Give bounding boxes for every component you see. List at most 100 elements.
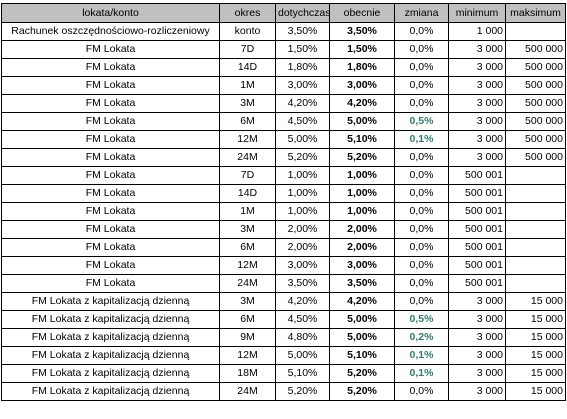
minimum-cell: 500 001: [448, 274, 506, 293]
period-cell: 3M: [219, 220, 276, 239]
account-name-cell: FM Lokata: [1, 238, 220, 257]
period-cell: 14D: [219, 184, 276, 203]
header-row: lokata/konto okres dotychczas obecnie zm…: [1, 3, 566, 23]
period-cell: 24M: [219, 382, 276, 401]
table-row: FM Lokata 14D 1,00% 1,00% 0,0% 500 001: [1, 184, 566, 203]
period-cell: 18M: [219, 364, 276, 383]
previous-rate-cell: 5,10%: [275, 364, 330, 383]
change-cell: 0,0%: [394, 274, 449, 293]
change-cell: 0,0%: [394, 382, 449, 401]
header-minimum: minimum: [448, 3, 506, 23]
maximum-cell: [505, 256, 566, 275]
account-name-cell: FM Lokata z kapitalizacją dzienną: [1, 310, 220, 329]
account-name-cell: FM Lokata z kapitalizacją dzienną: [1, 382, 220, 401]
period-cell: 3M: [219, 292, 276, 311]
period-cell: 3M: [219, 94, 276, 113]
current-rate-cell: 2,00%: [329, 220, 395, 239]
minimum-cell: 3 000: [448, 148, 506, 167]
previous-rate-cell: 2,00%: [275, 220, 330, 239]
current-rate-cell: 1,80%: [329, 58, 395, 77]
account-name-cell: FM Lokata: [1, 112, 220, 131]
table-header: lokata/konto okres dotychczas obecnie zm…: [1, 3, 566, 23]
current-rate-cell: 3,50%: [329, 274, 395, 293]
period-cell: 7D: [219, 166, 276, 185]
maximum-cell: 15 000: [505, 364, 566, 383]
maximum-cell: [505, 184, 566, 203]
minimum-cell: 500 001: [448, 202, 506, 221]
previous-rate-cell: 1,00%: [275, 184, 330, 203]
minimum-cell: 3 000: [448, 112, 506, 131]
minimum-cell: 500 001: [448, 166, 506, 185]
previous-rate-cell: 1,00%: [275, 202, 330, 221]
minimum-cell: 3 000: [448, 346, 506, 365]
period-cell: 6M: [219, 238, 276, 257]
header-current: obecnie: [329, 3, 395, 23]
table-row: FM Lokata z kapitalizacją dzienną 9M 4,80%…: [1, 328, 566, 347]
previous-rate-cell: 2,00%: [275, 238, 330, 257]
table-row: FM Lokata 6M 2,00% 2,00% 0,0% 500 001: [1, 238, 566, 257]
maximum-cell: [505, 238, 566, 257]
account-name-cell: FM Lokata z kapitalizacją dzienną: [1, 364, 220, 383]
current-rate-cell: 3,50%: [329, 22, 395, 41]
period-cell: 24M: [219, 148, 276, 167]
period-cell: 6M: [219, 112, 276, 131]
current-rate-cell: 5,00%: [329, 112, 395, 131]
period-cell: konto: [219, 22, 276, 41]
maximum-cell: 500 000: [505, 58, 566, 77]
maximum-cell: 15 000: [505, 310, 566, 329]
previous-rate-cell: 4,20%: [275, 292, 330, 311]
minimum-cell: 500 001: [448, 256, 506, 275]
period-cell: 7D: [219, 40, 276, 59]
previous-rate-cell: 3,50%: [275, 274, 330, 293]
table-row: FM Lokata z kapitalizacją dzienną 3M 4,20%…: [1, 292, 566, 311]
current-rate-cell: 5,20%: [329, 148, 395, 167]
account-name-cell: FM Lokata z kapitalizacją dzienną: [1, 328, 220, 347]
previous-rate-cell: 5,20%: [275, 382, 330, 401]
current-rate-cell: 5,00%: [329, 310, 395, 329]
period-cell: 12M: [219, 346, 276, 365]
current-rate-cell: 5,20%: [329, 382, 395, 401]
change-cell: 0,0%: [394, 220, 449, 239]
header-period: okres: [219, 3, 276, 23]
header-maximum: maksimum: [505, 3, 566, 23]
current-rate-cell: 1,00%: [329, 184, 395, 203]
minimum-cell: 3 000: [448, 292, 506, 311]
current-rate-cell: 3,00%: [329, 76, 395, 95]
change-cell: 0,0%: [394, 58, 449, 77]
current-rate-cell: 5,20%: [329, 364, 395, 383]
account-name-cell: FM Lokata: [1, 58, 220, 77]
account-name-cell: FM Lokata: [1, 220, 220, 239]
previous-rate-cell: 4,50%: [275, 112, 330, 131]
table-body: Rachunek oszczędnościowo-rozliczeniowy ko…: [1, 22, 566, 401]
change-cell: 0,0%: [394, 40, 449, 59]
change-cell: 0,0%: [394, 292, 449, 311]
previous-rate-cell: 5,00%: [275, 346, 330, 365]
period-cell: 6M: [219, 310, 276, 329]
table-row: FM Lokata 6M 4,50% 5,00% 0,5% 3 000 500 000: [1, 112, 566, 131]
previous-rate-cell: 3,50%: [275, 22, 330, 41]
change-cell: 0,0%: [394, 184, 449, 203]
account-name-cell: FM Lokata z kapitalizacją dzienną: [1, 292, 220, 311]
maximum-cell: 500 000: [505, 112, 566, 131]
period-cell: 14D: [219, 58, 276, 77]
change-cell: 0,5%: [394, 310, 449, 329]
table-row: FM Lokata 7D 1,00% 1,00% 0,0% 500 001: [1, 166, 566, 185]
table-row: FM Lokata 24M 3,50% 3,50% 0,0% 500 001: [1, 274, 566, 293]
current-rate-cell: 4,20%: [329, 292, 395, 311]
period-cell: 9M: [219, 328, 276, 347]
table-row: FM Lokata 12M 3,00% 3,00% 0,0% 500 001: [1, 256, 566, 275]
maximum-cell: [505, 274, 566, 293]
maximum-cell: [505, 22, 566, 41]
change-cell: 0,1%: [394, 364, 449, 383]
maximum-cell: 15 000: [505, 292, 566, 311]
period-cell: 12M: [219, 130, 276, 149]
account-name-cell: FM Lokata: [1, 202, 220, 221]
header-previous: dotychczas: [275, 3, 330, 23]
maximum-cell: 15 000: [505, 328, 566, 347]
change-cell: 0,0%: [394, 94, 449, 113]
table-row: FM Lokata 3M 2,00% 2,00% 0,0% 500 001: [1, 220, 566, 239]
current-rate-cell: 1,00%: [329, 166, 395, 185]
previous-rate-cell: 4,20%: [275, 94, 330, 113]
account-name-cell: FM Lokata: [1, 40, 220, 59]
